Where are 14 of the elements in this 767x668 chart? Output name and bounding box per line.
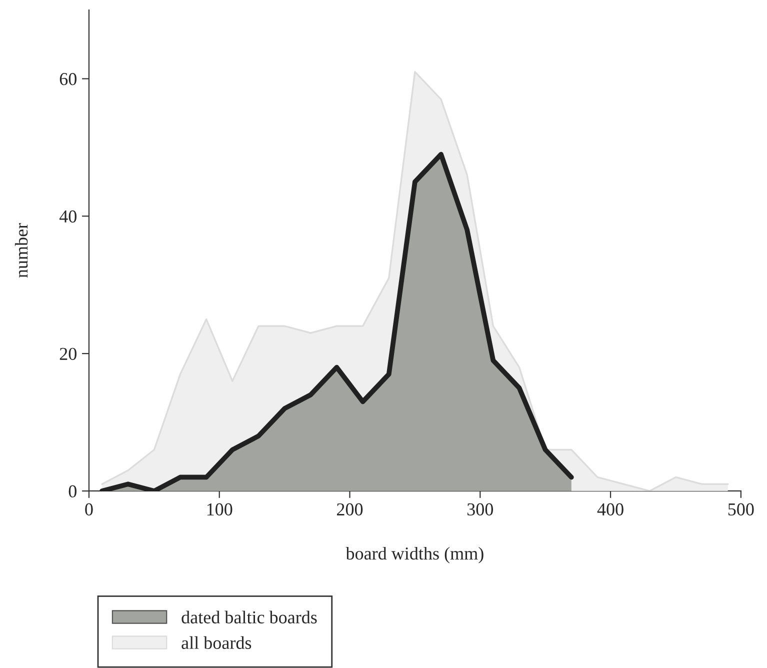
x-tick-label: 100: [207, 503, 232, 516]
x-tick-label: 500: [728, 503, 754, 516]
y-tick-label: 40: [59, 210, 76, 223]
y-axis-title: number: [14, 223, 28, 278]
y-tick-label: 0: [68, 485, 76, 498]
legend-label: dated baltic boards: [182, 610, 317, 624]
x-tick-label: 0: [85, 503, 93, 516]
x-tick-label: 200: [337, 503, 363, 516]
y-tick-label: 20: [60, 348, 76, 360]
x-tick-label: 300: [467, 503, 493, 516]
x-axis-title: board widths (mm): [346, 546, 484, 564]
x-tick-label: 400: [597, 503, 624, 516]
legend-label: all boards: [182, 636, 252, 649]
y-tick-label: 60: [60, 72, 76, 86]
